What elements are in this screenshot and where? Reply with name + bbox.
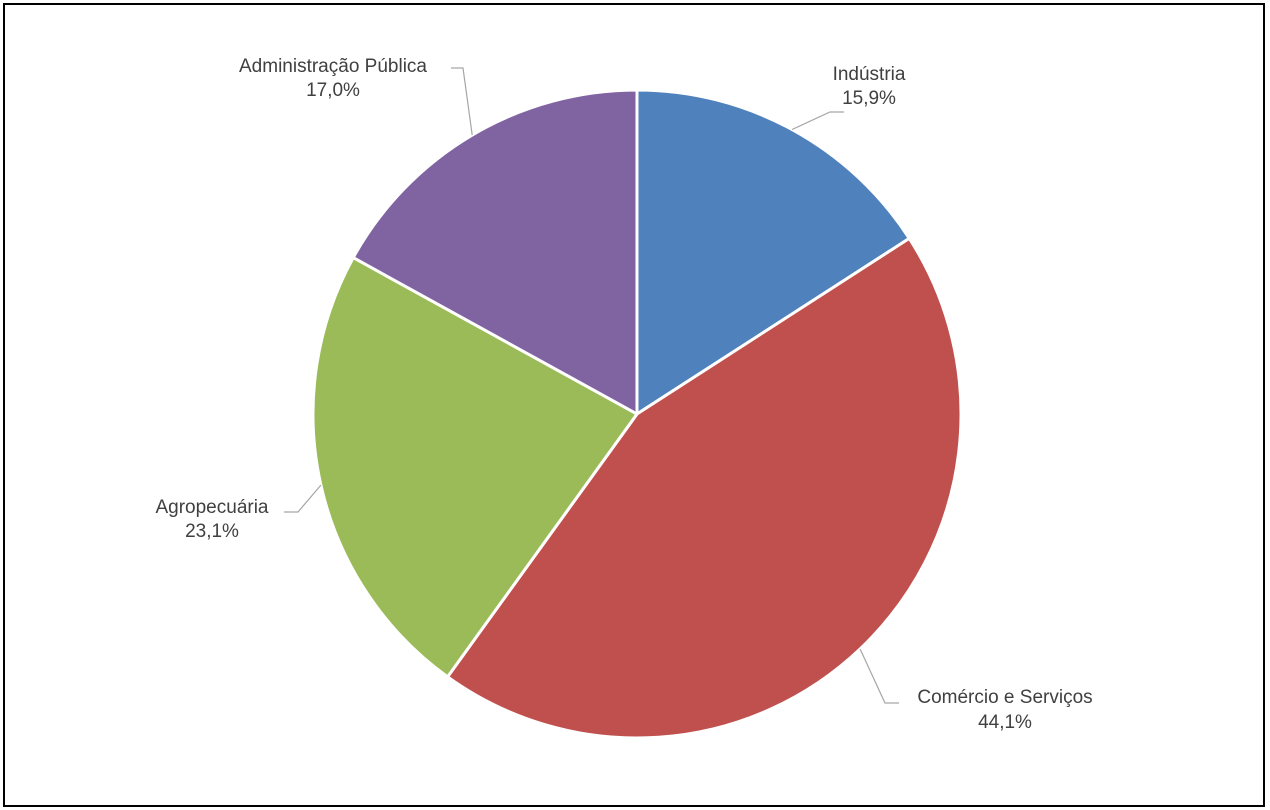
slice-label-administracao-publica: Administração Pública xyxy=(239,56,427,77)
leader-line-industria xyxy=(792,112,844,130)
leader-line-administracao-publica xyxy=(451,68,472,135)
slice-value-industria: 15,9% xyxy=(842,88,896,109)
slice-label-industria: Indústria xyxy=(833,64,906,85)
slice-value-administracao-publica: 17,0% xyxy=(306,80,360,101)
slice-label-comercio-servicos: Comércio e Serviços xyxy=(917,687,1092,708)
slice-value-comercio-servicos: 44,1% xyxy=(978,712,1032,733)
slice-label-agropecuaria: Agropecuária xyxy=(155,497,268,518)
pie-slices xyxy=(313,90,961,738)
leader-line-agropecuaria xyxy=(284,485,321,512)
slice-value-agropecuaria: 23,1% xyxy=(185,521,239,542)
leader-line-comercio-servicos xyxy=(860,649,899,703)
